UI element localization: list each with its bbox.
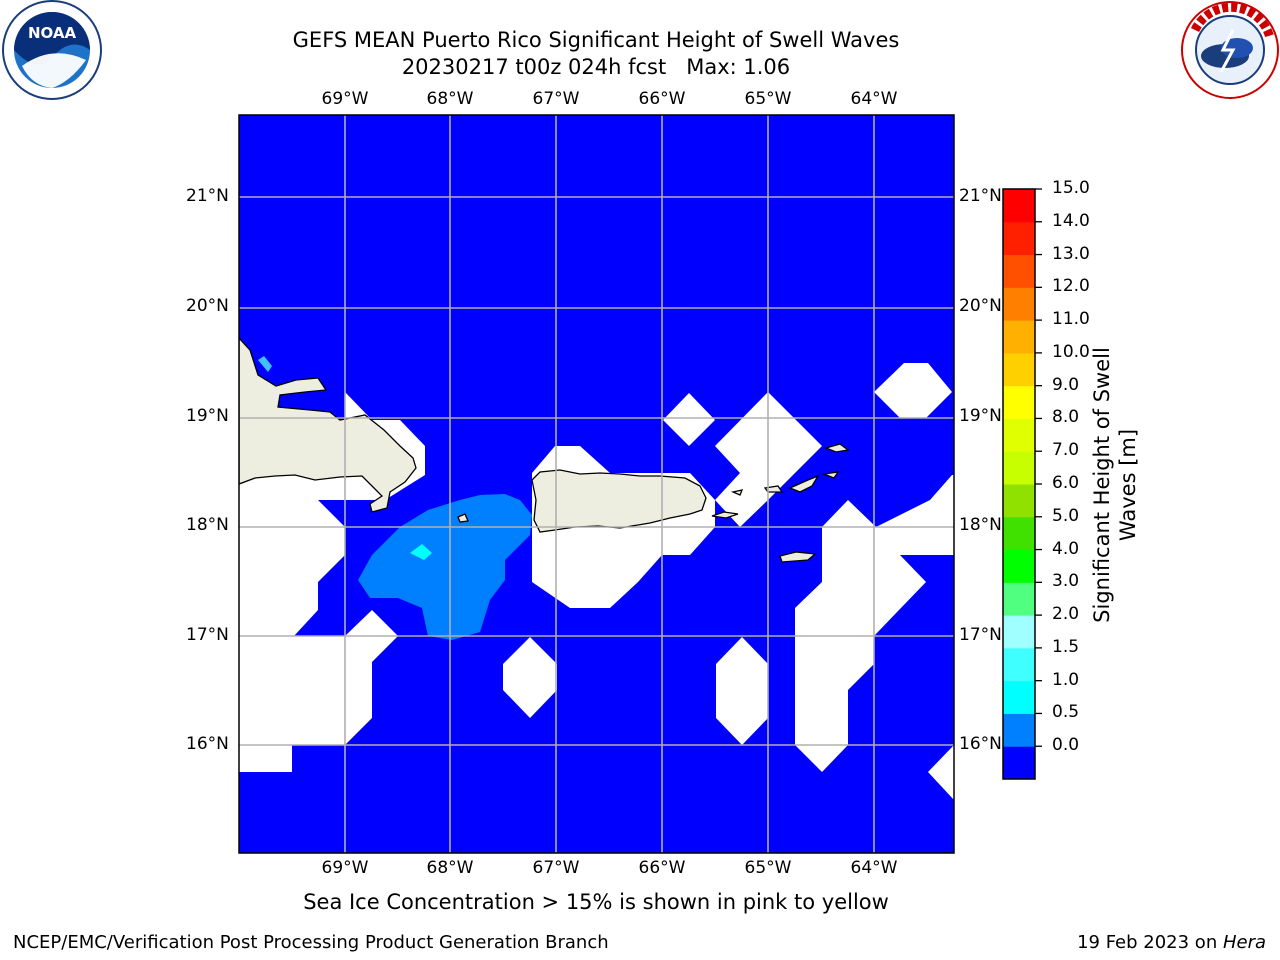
colorbar-segment bbox=[1003, 352, 1035, 387]
colorbar-segment bbox=[1003, 615, 1035, 649]
anegada bbox=[821, 471, 840, 479]
footer-date: 19 Feb 2023 on bbox=[1077, 932, 1223, 953]
culebra bbox=[730, 489, 744, 496]
swell-1.0-1.5-spot bbox=[410, 544, 432, 560]
footer-right: 19 Feb 2023 on Hera bbox=[1077, 932, 1266, 953]
mona-island bbox=[457, 513, 469, 523]
bvi-islands bbox=[788, 474, 820, 493]
colorbar-segment bbox=[1003, 746, 1035, 780]
colorbar-tick-label: 6.0 bbox=[1052, 473, 1080, 493]
colorbar-tick-label: 8.0 bbox=[1052, 407, 1080, 428]
map-frame bbox=[238, 114, 955, 854]
colorbar-segment bbox=[1003, 451, 1035, 485]
colorbar-tick-label: 4.0 bbox=[1052, 538, 1080, 559]
colorbar-tick-label: 3.0 bbox=[1052, 571, 1080, 592]
hispaniola bbox=[239, 337, 417, 513]
lat-tick-left: 19°N bbox=[186, 406, 229, 426]
sea-ice-caption: Sea Ice Concentration > 15% is shown in … bbox=[303, 890, 889, 914]
lat-tick-left: 17°N bbox=[186, 625, 229, 645]
sombrero-cay bbox=[823, 443, 850, 453]
colorbar-segment bbox=[1003, 582, 1035, 616]
lat-tick-right: 20°N bbox=[959, 296, 1002, 316]
st-croix bbox=[779, 551, 817, 563]
colorbar-segment bbox=[1003, 320, 1035, 354]
colorbar-tick-label: 0.0 bbox=[1052, 735, 1080, 756]
colorbar-title-line1: Significant Height of Swell bbox=[1090, 347, 1114, 623]
colorbar-tick-label: 1.5 bbox=[1052, 636, 1080, 657]
lon-tick-top: 69°W bbox=[321, 89, 369, 109]
swell-0.5-1.0-region bbox=[358, 494, 532, 640]
lat-tick-left: 21°N bbox=[186, 186, 229, 206]
swell-1.0-1.5-spot-nw bbox=[258, 356, 272, 372]
lon-tick-top: 65°W bbox=[744, 89, 792, 109]
lat-tick-left: 16°N bbox=[186, 734, 229, 754]
colorbar-segment bbox=[1003, 549, 1035, 583]
lon-tick-bottom: 64°W bbox=[850, 858, 898, 878]
colorbar-tick-label: 7.0 bbox=[1052, 440, 1080, 461]
lat-tick-right: 18°N bbox=[959, 515, 1002, 535]
colorbar-segment bbox=[1003, 713, 1035, 747]
colorbar-tick-label: 11.0 bbox=[1052, 309, 1090, 330]
colorbar-segment bbox=[1003, 254, 1035, 288]
footer-host: Hera bbox=[1222, 932, 1266, 953]
lat-tick-left: 18°N bbox=[186, 515, 229, 535]
colorbar-segment bbox=[1003, 287, 1035, 321]
colorbar-tick-label: 13.0 bbox=[1052, 243, 1090, 264]
colorbar-ticks bbox=[1035, 188, 1042, 747]
map-title-line1: GEFS MEAN Puerto Rico Significant Height… bbox=[292, 28, 900, 52]
lon-tick-bottom: 65°W bbox=[744, 858, 792, 878]
lon-tick-bottom: 69°W bbox=[321, 858, 369, 878]
lat-tick-left: 20°N bbox=[186, 296, 229, 316]
colorbar-tick-label: 12.0 bbox=[1052, 276, 1090, 297]
colorbar-mask bbox=[1002, 180, 1038, 785]
noaa-logo-text: NOAA bbox=[28, 24, 77, 42]
lat-tick-right: 21°N bbox=[959, 186, 1002, 206]
map-plot-area bbox=[239, 115, 954, 853]
lon-tick-bottom: 68°W bbox=[426, 858, 474, 878]
lon-tick-top: 66°W bbox=[638, 89, 686, 109]
colorbar-segment bbox=[1003, 418, 1035, 452]
st-thomas bbox=[763, 485, 784, 493]
noaa-logo: NOAA bbox=[2, 0, 102, 100]
colorbar-tick-label: 14.0 bbox=[1052, 210, 1090, 231]
graticule bbox=[239, 115, 954, 853]
nws-logo bbox=[1181, 1, 1279, 99]
lon-tick-bottom: 66°W bbox=[638, 858, 686, 878]
colorbar-segment bbox=[1003, 221, 1035, 256]
colorbar-segment bbox=[1003, 385, 1035, 419]
lon-tick-bottom: 67°W bbox=[532, 858, 580, 878]
map-title-line2: 20230217 t00z 024h fcst Max: 1.06 bbox=[401, 55, 791, 79]
lon-tick-top: 67°W bbox=[532, 89, 580, 109]
colorbar-segment bbox=[1003, 516, 1035, 551]
colorbar bbox=[1003, 189, 1035, 780]
lat-tick-right: 16°N bbox=[959, 734, 1002, 754]
lat-tick-right: 17°N bbox=[959, 625, 1002, 645]
colorbar-segment bbox=[1003, 189, 1035, 223]
colorbar-segment bbox=[1003, 484, 1035, 518]
colorbar-tick-label: 2.0 bbox=[1052, 604, 1080, 625]
footer-left: NCEP/EMC/Verification Post Processing Pr… bbox=[13, 932, 609, 953]
colorbar-segment bbox=[1003, 680, 1035, 714]
lon-tick-top: 68°W bbox=[426, 89, 474, 109]
colorbar-tick-label: 10.0 bbox=[1052, 341, 1090, 362]
colorbar-tick-label: 1.0 bbox=[1052, 669, 1080, 690]
lat-tick-right: 19°N bbox=[959, 406, 1002, 426]
vieques bbox=[711, 511, 739, 519]
lon-tick-top: 64°W bbox=[850, 89, 898, 109]
colorbar-title-line2: Waves [m] bbox=[1116, 428, 1140, 542]
colorbar-segment bbox=[1003, 647, 1035, 682]
colorbar-tick-label: 0.5 bbox=[1052, 702, 1080, 723]
colorbar-tick-label: 5.0 bbox=[1052, 505, 1080, 526]
colorbar-tick-label: 15.0 bbox=[1052, 178, 1090, 198]
colorbar-tick-label: 9.0 bbox=[1052, 374, 1080, 395]
